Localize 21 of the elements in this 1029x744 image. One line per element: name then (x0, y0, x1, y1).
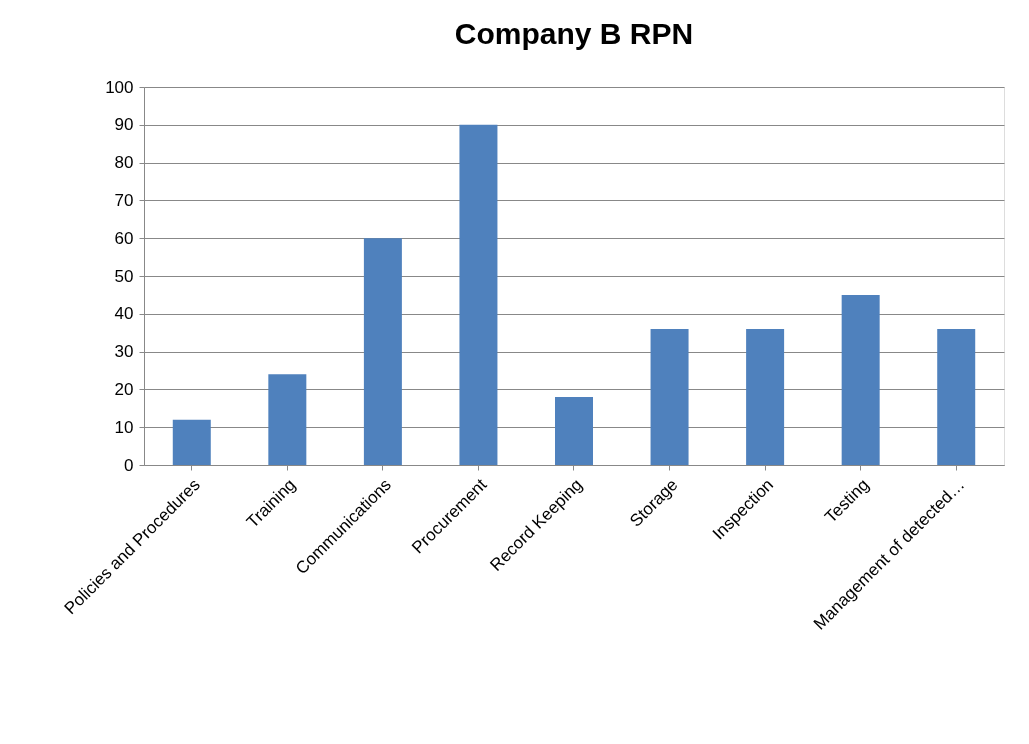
chart-title: Company B RPN (454, 17, 694, 50)
y-tick-label: 40 (114, 304, 134, 324)
y-tick-label: 50 (114, 266, 134, 286)
y-tick-label: 80 (114, 153, 134, 173)
bar (268, 374, 307, 465)
y-tick-label: 60 (114, 228, 134, 248)
y-tick-label: 100 (105, 77, 134, 97)
bar (746, 328, 785, 465)
bar (172, 419, 211, 465)
bar (841, 294, 880, 465)
bar (650, 328, 689, 465)
bar (363, 238, 402, 465)
y-tick-label: 70 (114, 190, 134, 210)
bar (459, 124, 498, 465)
y-tick-label: 10 (114, 417, 134, 437)
y-tick-label: 0 (124, 455, 134, 475)
bar (555, 396, 593, 465)
y-tick-label: 20 (114, 379, 134, 399)
y-tick-label: 30 (114, 342, 134, 362)
bar (937, 328, 976, 465)
y-tick-label: 90 (114, 115, 134, 135)
